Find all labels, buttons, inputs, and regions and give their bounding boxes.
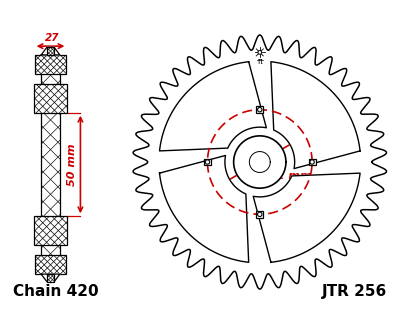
Bar	[309, 159, 316, 165]
Circle shape	[258, 108, 262, 112]
Bar	[34, 216, 67, 245]
Polygon shape	[160, 155, 249, 262]
Text: Chain 420: Chain 420	[13, 284, 99, 299]
Text: 50 mm: 50 mm	[67, 143, 77, 186]
Text: 82 mm: 82 mm	[268, 171, 311, 181]
Bar	[41, 55, 60, 274]
Circle shape	[205, 160, 210, 164]
Polygon shape	[41, 47, 60, 55]
Polygon shape	[160, 62, 266, 151]
Circle shape	[310, 160, 314, 164]
Polygon shape	[41, 274, 60, 282]
Polygon shape	[253, 173, 360, 262]
Polygon shape	[234, 136, 286, 188]
Polygon shape	[133, 35, 386, 289]
Text: π: π	[258, 57, 262, 66]
Bar	[34, 84, 67, 113]
Bar	[256, 211, 263, 218]
Circle shape	[258, 50, 262, 54]
Bar	[256, 106, 263, 113]
Circle shape	[258, 212, 262, 216]
Text: JTR 256: JTR 256	[322, 284, 387, 299]
Bar	[47, 47, 54, 55]
Bar	[47, 274, 54, 282]
Bar	[34, 256, 66, 274]
Bar	[34, 55, 66, 73]
Bar	[204, 159, 211, 165]
Text: 27: 27	[44, 33, 59, 43]
Polygon shape	[271, 62, 360, 169]
